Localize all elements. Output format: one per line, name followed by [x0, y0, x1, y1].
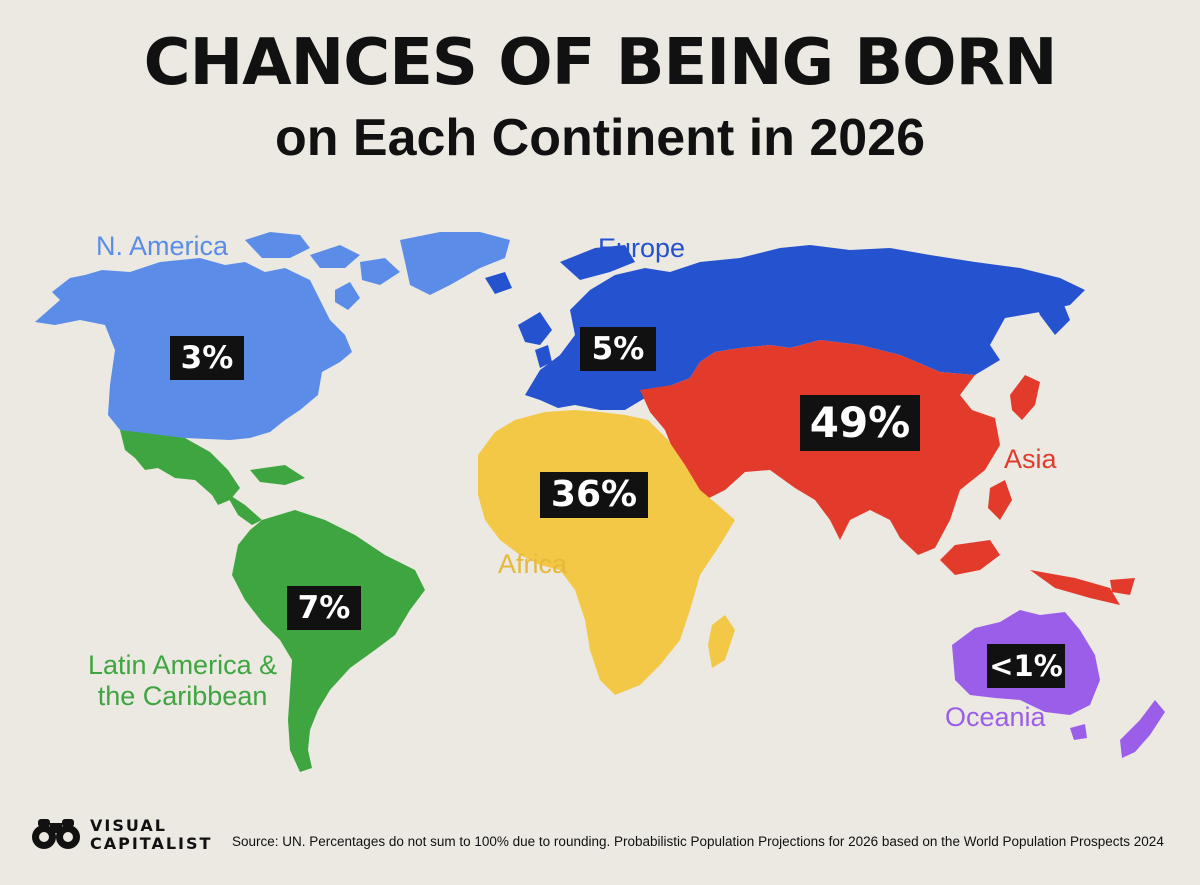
page-title: CHANCES OF BEING BORN [143, 26, 1058, 100]
binoculars-logo-icon [32, 819, 80, 849]
logo-line2: CAPITALIST [90, 834, 213, 853]
latin-america-label: Latin America & the Caribbean [88, 650, 277, 712]
europe-shape [485, 245, 1085, 410]
visual-capitalist-logo: VISUAL CAPITALIST [30, 815, 212, 855]
latin-america-label-line2: the Caribbean [97, 681, 268, 712]
north-america-label: N. America [96, 231, 229, 261]
source-note: Source: UN. Percentages do not sum to 10… [232, 834, 1164, 849]
oceania-percent: <1% [987, 644, 1065, 688]
north-america-percent: 3% [170, 336, 244, 380]
africa-label: Africa [498, 549, 568, 579]
europe-percent: 5% [580, 327, 656, 371]
asia-shape [640, 340, 1135, 605]
latin-america-percent: 7% [287, 586, 361, 630]
north-america-shape [35, 232, 510, 440]
latin-america-label-line1: Latin America & [88, 650, 278, 680]
oceania-label: Oceania [945, 702, 1046, 732]
asia-percent: 49% [800, 395, 920, 451]
logo-line1: VISUAL [90, 816, 167, 835]
asia-label: Asia [1004, 444, 1057, 474]
latin-america-shape [120, 430, 425, 772]
africa-percent: 36% [540, 472, 648, 518]
logo-text: VISUAL CAPITALIST [90, 817, 212, 853]
page-subtitle: on Each Continent in 2026 [274, 109, 926, 167]
europe-label: Europe [598, 233, 686, 263]
